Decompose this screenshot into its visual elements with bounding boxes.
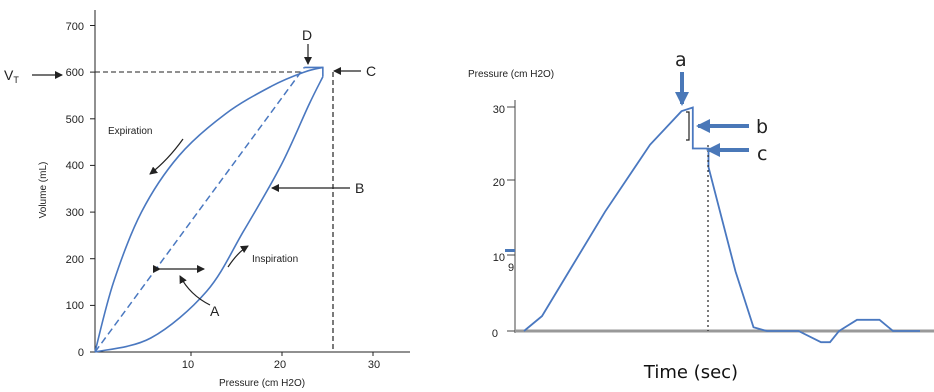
pv-y-tick-label: 200 bbox=[66, 254, 84, 266]
label-inspiration: Inspiration bbox=[252, 254, 298, 265]
pt-y-tick-label: 20 bbox=[493, 177, 505, 189]
annotation-C: C bbox=[366, 63, 376, 79]
pt-y-ticks: 0 10 20 30 9 bbox=[492, 104, 515, 340]
annotation-A-arrow bbox=[179, 275, 211, 306]
label-expiration: Expiration bbox=[108, 126, 152, 137]
pv-y-tick-label: 400 bbox=[66, 160, 84, 172]
pv-x-axis-label: Pressure (cm H2O) bbox=[219, 378, 305, 389]
vt-label-sub: T bbox=[13, 75, 19, 85]
annotation-c: c bbox=[757, 143, 767, 165]
vt-label-main: V bbox=[4, 67, 14, 83]
pv-y-axis-label: Volume (mL) bbox=[38, 162, 49, 219]
pv-y-tick-label: 500 bbox=[66, 114, 84, 126]
pt-y-tick-label: 0 bbox=[492, 328, 498, 340]
expiration-arrow bbox=[149, 138, 184, 175]
pv-x-ticks: 10 20 30 bbox=[182, 352, 380, 371]
pv-x-tick-label: 20 bbox=[274, 359, 286, 371]
series-inspiration-curve bbox=[94, 76, 324, 353]
diagonal-dashed-line bbox=[94, 66, 305, 353]
pv-y-tick-label: 300 bbox=[66, 207, 84, 219]
pt-y-axis-label: Pressure (cm H2O) bbox=[468, 69, 554, 80]
pt-y-tick-overprint: 9 bbox=[508, 262, 514, 274]
plateau-segment bbox=[304, 66, 324, 77]
vt-label: VT bbox=[4, 67, 19, 85]
series-pressure-trace bbox=[523, 106, 920, 344]
pressure-time-chart: Pressure (cm H2O) 0 10 20 30 9 a b c Tim… bbox=[468, 49, 934, 383]
annotation-D: D bbox=[302, 27, 312, 43]
pv-loop-chart: 0 100 200 300 400 500 600 700 10 20 30 V… bbox=[4, 10, 410, 389]
pt-y-tick-label: 10 bbox=[493, 252, 505, 264]
pt-tick-marker bbox=[505, 249, 515, 252]
pv-y-tick-label: 700 bbox=[66, 21, 84, 33]
pv-y-tick-label: 100 bbox=[66, 300, 84, 312]
bracket-b bbox=[686, 111, 690, 141]
annotation-A: A bbox=[210, 303, 220, 319]
pv-x-tick-label: 30 bbox=[368, 359, 380, 371]
annotation-a: a bbox=[675, 49, 687, 71]
annotation-B: B bbox=[355, 180, 364, 196]
pv-y-ticks: 0 100 200 300 400 500 600 700 bbox=[66, 21, 95, 359]
inspiration-arrow bbox=[227, 245, 249, 268]
series-expiration-curve bbox=[94, 66, 324, 353]
pt-x-axis-label: Time (sec) bbox=[643, 362, 738, 383]
pt-y-tick-label: 30 bbox=[493, 104, 505, 116]
pv-y-tick-label: 600 bbox=[66, 67, 84, 79]
pv-x-tick-label: 10 bbox=[182, 359, 194, 371]
pv-y-tick-label: 0 bbox=[78, 347, 84, 359]
annotation-b: b bbox=[756, 116, 768, 138]
